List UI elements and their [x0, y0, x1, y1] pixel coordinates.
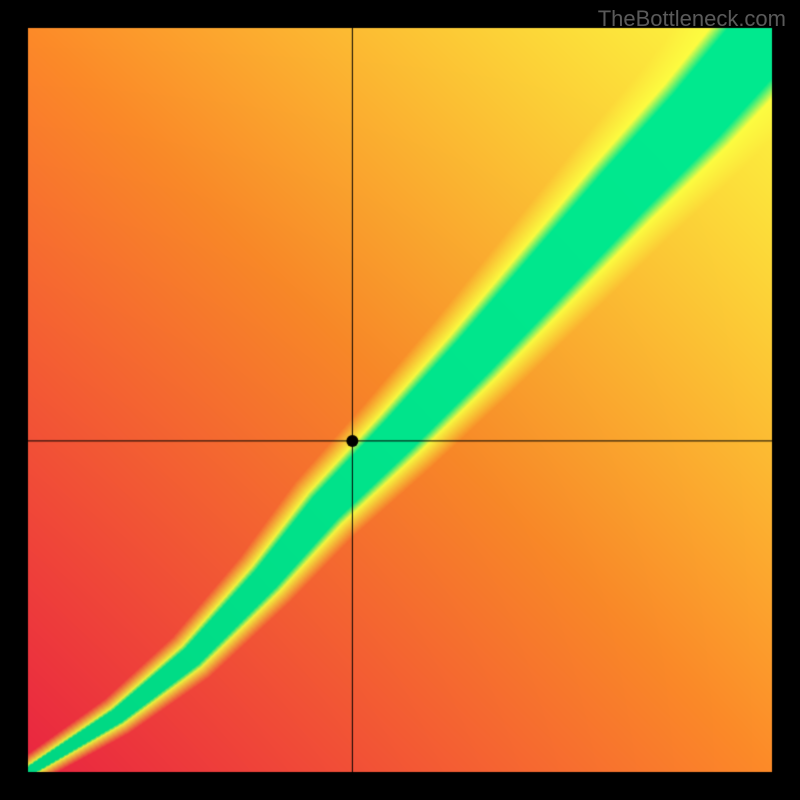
heatmap-canvas	[0, 0, 800, 800]
watermark-text: TheBottleneck.com	[598, 6, 786, 32]
chart-container: TheBottleneck.com	[0, 0, 800, 800]
